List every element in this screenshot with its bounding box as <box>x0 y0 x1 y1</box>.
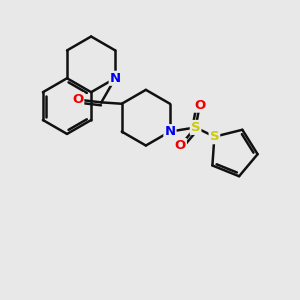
Text: N: N <box>164 125 175 138</box>
Text: S: S <box>191 121 200 134</box>
Text: O: O <box>194 99 206 112</box>
Text: O: O <box>175 139 186 152</box>
Text: S: S <box>210 130 219 143</box>
Text: O: O <box>72 93 83 106</box>
Text: N: N <box>110 72 121 85</box>
